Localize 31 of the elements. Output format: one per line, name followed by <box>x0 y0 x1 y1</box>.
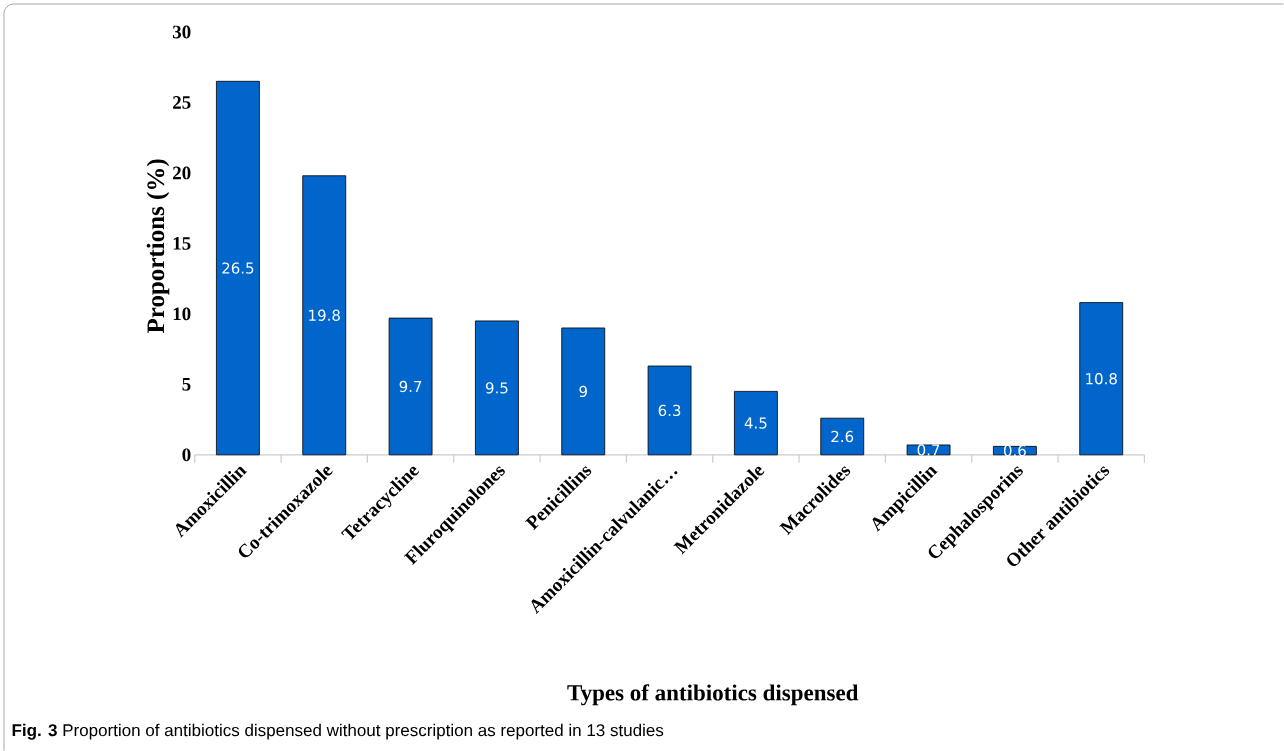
bar <box>561 327 606 456</box>
bar <box>647 365 692 456</box>
text: Fig. 3 Proportion of antibiotics dispensed without prescription as reported in 13 studies <box>12 723 664 740</box>
bar <box>302 175 347 456</box>
data-label: 26.5 <box>222 262 254 274</box>
data-label: 9.5 <box>485 382 508 394</box>
bar <box>216 80 260 456</box>
y-tick-label: 30 <box>172 25 191 39</box>
bar <box>734 390 778 456</box>
data-label: 9 <box>579 385 587 397</box>
y-tick-label: 0 <box>182 448 191 462</box>
data-label: 19.8 <box>309 309 340 321</box>
y-tick-label: 5 <box>182 377 191 391</box>
y-tick-label: 20 <box>173 166 191 180</box>
y-tick-label: 10 <box>173 307 191 321</box>
y-tick-label: 25 <box>173 95 191 109</box>
data-label: 0.7 <box>917 444 940 456</box>
bar <box>906 444 951 456</box>
bar <box>1079 302 1124 456</box>
data-label: 4.5 <box>744 417 767 429</box>
data-label: 6.3 <box>658 404 681 416</box>
bar <box>475 320 519 456</box>
data-label: 2.6 <box>831 430 854 443</box>
y-tick-label: 15 <box>173 236 191 250</box>
data-label: 0.6 <box>1003 444 1026 457</box>
data-label: 9.7 <box>399 380 422 393</box>
data-label: 10.8 <box>1086 372 1117 385</box>
y-axis-title: Proportions (%) <box>146 159 170 333</box>
bar <box>388 317 433 456</box>
bar <box>820 417 865 456</box>
x-axis-title: Types of antibiotics dispensed <box>567 684 859 706</box>
